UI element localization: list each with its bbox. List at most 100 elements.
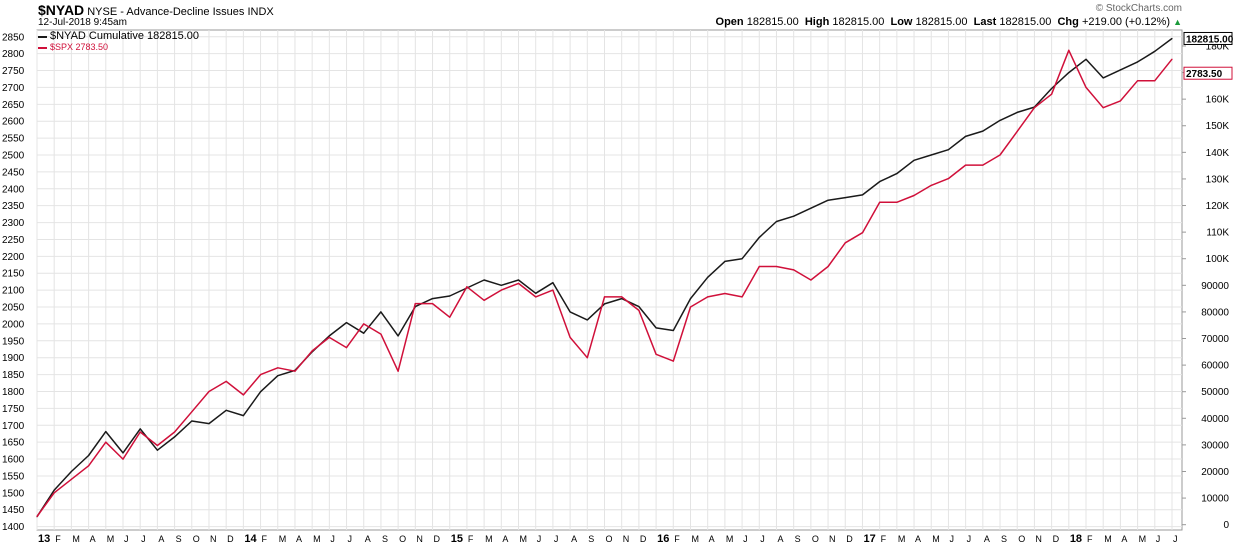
data-point-nyad (982, 130, 984, 132)
x-tick-label: O (193, 534, 200, 544)
y-left-tick-label: 2000 (2, 319, 25, 330)
x-tick-label: M (520, 534, 528, 544)
data-point-spx (311, 350, 313, 352)
data-point-nyad (139, 428, 141, 430)
x-tick-label: D (1053, 534, 1060, 544)
x-tick-label: A (709, 534, 715, 544)
data-point-nyad (70, 470, 72, 473)
x-tick-label: 15 (451, 533, 463, 545)
data-point-spx (638, 309, 640, 311)
x-tick-label: J (760, 534, 765, 544)
legend-swatch-nyad (38, 35, 47, 38)
data-point-nyad (793, 215, 795, 217)
data-point-nyad (535, 292, 537, 294)
x-tick-label: 14 (244, 533, 257, 545)
data-point-spx (758, 265, 760, 268)
x-tick-label: A (915, 534, 921, 544)
data-point-nyad (517, 279, 520, 281)
data-point-spx (242, 394, 244, 396)
data-point-nyad (621, 298, 623, 300)
data-point-spx (672, 360, 674, 362)
y-left-tick-label: 1700 (2, 421, 25, 432)
data-point-spx (105, 441, 107, 443)
y-left-tick-label: 2550 (2, 134, 25, 145)
x-tick-label: M (72, 534, 80, 544)
x-tick-label: J (537, 534, 542, 544)
data-point-nyad (1137, 61, 1139, 63)
data-point-spx (775, 265, 778, 268)
y-left-tick-label: 2700 (2, 83, 25, 94)
data-point-spx (414, 303, 416, 305)
data-point-spx (380, 333, 382, 335)
data-point-nyad (397, 335, 399, 337)
x-tick-label: J (949, 534, 954, 544)
data-point-nyad (1171, 37, 1173, 40)
y-left-tick-label: 2400 (2, 184, 25, 195)
data-point-nyad (191, 420, 193, 422)
timestamp: 12-Jul-2018 9:45am (38, 17, 127, 28)
data-point-nyad (965, 135, 967, 137)
y-right-tick-label: 100K (1206, 254, 1230, 265)
data-point-nyad (500, 284, 502, 286)
data-point-nyad (775, 220, 778, 223)
data-point-nyad (449, 295, 451, 297)
y-right-tick-label: 60000 (1201, 361, 1229, 372)
data-point-spx (431, 303, 434, 305)
data-point-nyad (655, 327, 657, 329)
data-point-spx (156, 444, 158, 447)
y-left-tick-label: 2750 (2, 66, 25, 77)
data-point-nyad (105, 431, 107, 433)
y-left-tick-label: 1750 (2, 404, 25, 415)
x-tick-label: O (812, 534, 819, 544)
y-left-tick-label: 2200 (2, 252, 25, 263)
high-label: High (804, 16, 830, 28)
last-label: Last (973, 16, 997, 28)
data-point-spx (1171, 58, 1173, 60)
data-point-nyad (208, 423, 210, 425)
data-point-spx (225, 380, 227, 382)
data-point-spx (621, 296, 623, 298)
open-label: Open (715, 16, 744, 28)
y-right-tick-label: 110K (1206, 228, 1229, 239)
data-point-spx (569, 336, 571, 338)
x-tick-label: M (691, 534, 699, 544)
x-tick-label: N (623, 534, 630, 544)
data-point-spx (982, 164, 984, 166)
x-tick-label: J (124, 534, 129, 544)
x-tick-label: N (1035, 534, 1042, 544)
y-right-tick-label: 140K (1206, 148, 1230, 159)
legend-item-spx: $SPX 2783.50 (38, 42, 199, 53)
y-right-tick-label: 80000 (1201, 307, 1229, 318)
x-tick-label: 17 (863, 533, 875, 545)
data-point-spx (793, 269, 795, 271)
data-point-nyad (741, 258, 743, 260)
data-point-nyad (88, 454, 90, 457)
low-label: Low (890, 16, 913, 28)
data-point-spx (707, 296, 709, 298)
data-point-nyad (896, 173, 898, 175)
data-point-spx (655, 353, 657, 355)
y-right-tick-label: 90000 (1201, 281, 1229, 292)
data-point-spx (535, 296, 537, 298)
data-point-nyad (1051, 87, 1053, 90)
legend: $NYAD Cumulative 182815.00 $SPX 2783.50 (38, 31, 199, 53)
data-point-nyad (328, 335, 330, 337)
last-value-tag-spx-box (1183, 66, 1233, 80)
data-point-spx (449, 316, 451, 318)
x-tick-label: S (176, 534, 182, 544)
index-type: INDX (247, 6, 274, 18)
data-point-nyad (1016, 111, 1018, 113)
y-left-tick-label: 2850 (2, 32, 25, 43)
x-tick-label: F (262, 534, 268, 544)
data-point-nyad (53, 489, 55, 491)
data-point-spx (586, 357, 588, 359)
x-tick-label: F (1087, 534, 1093, 544)
x-tick-label: A (296, 534, 302, 544)
chg-label: Chg (1057, 16, 1079, 28)
data-point-spx (879, 201, 881, 203)
x-tick-label: O (399, 534, 406, 544)
data-point-nyad (277, 375, 279, 377)
x-tick-label: A (90, 534, 96, 544)
x-tick-label: M (1104, 534, 1112, 544)
x-tick-label: M (313, 534, 321, 544)
